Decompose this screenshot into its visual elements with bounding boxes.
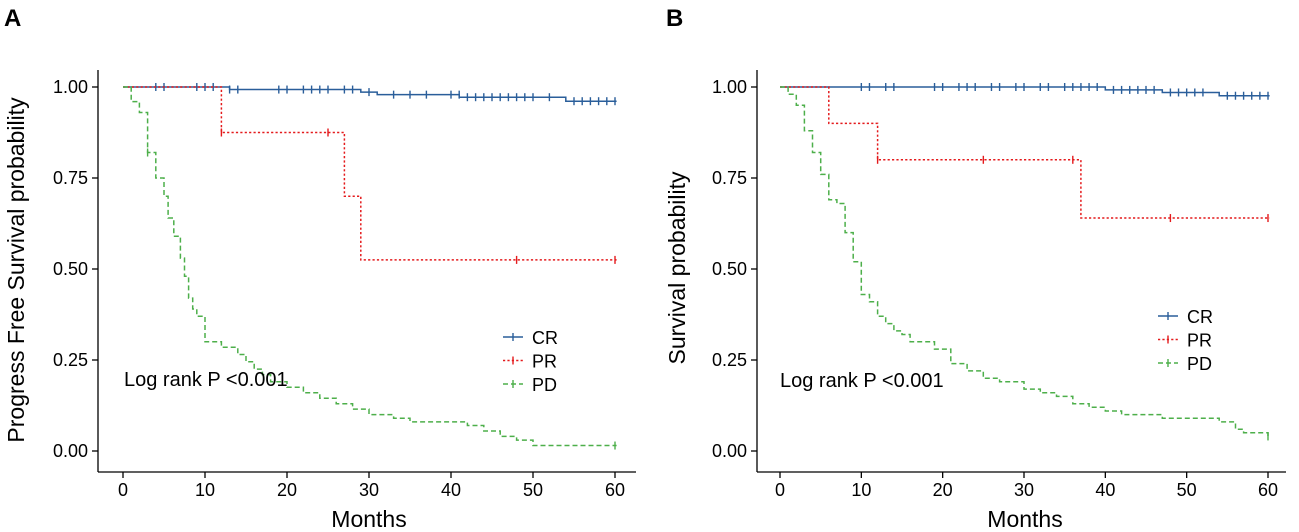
km-curve-pr (123, 86, 617, 261)
y-tick-label: 0.75 (53, 168, 88, 188)
x-tick-label: 20 (933, 480, 953, 500)
y-tick-label: 0.25 (53, 350, 88, 370)
x-tick-label: 30 (1014, 480, 1034, 500)
x-axis-title: Months (331, 506, 406, 532)
y-tick-label: 1.00 (53, 77, 88, 97)
x-tick-label: 50 (523, 480, 543, 500)
x-tick-label: 0 (775, 480, 785, 500)
x-tick-label: 10 (851, 480, 871, 500)
x-tick-label: 20 (277, 480, 297, 500)
legend: CR PR PD (1158, 307, 1213, 374)
km-curve-pd (123, 86, 617, 447)
x-tick-label: 40 (1095, 480, 1115, 500)
y-tick-label: 0.25 (712, 350, 747, 370)
km-curve-pr (780, 86, 1270, 219)
legend-label-pd: PD (532, 375, 557, 395)
log-rank-annotation: Log rank P <0.001 (124, 369, 288, 391)
km-curve-pd (780, 86, 1270, 438)
x-tick-label: 10 (195, 480, 215, 500)
y-tick-label: 0.00 (53, 441, 88, 461)
legend: CR PR PD (503, 328, 558, 395)
x-tick-label: 50 (1177, 480, 1197, 500)
panel-b: B 0 10 20 30 40 50 60 0.00 0.25 0.50 0.75 1.00 Months… (664, 5, 1286, 532)
km-curve-cr (780, 86, 1270, 97)
panel-letter: B (666, 5, 683, 32)
y-tick-label: 0.00 (712, 441, 747, 461)
x-tick-label: 30 (359, 480, 379, 500)
panel-letter: A (4, 5, 21, 32)
x-axis-title: Months (987, 506, 1062, 532)
y-axis-title: Progress Free Survival probability (3, 97, 29, 443)
panel-a: A 0 10 20 30 40 50 60 0.00 0.25 0.50 0.75 1.00 Months… (3, 5, 636, 532)
y-tick-label: 1.00 (712, 77, 747, 97)
legend-label-cr: CR (1187, 307, 1213, 327)
y-tick-label: 0.75 (712, 168, 747, 188)
legend-label-pd: PD (1187, 354, 1212, 374)
log-rank-annotation: Log rank P <0.001 (780, 370, 944, 392)
y-tick-label: 0.50 (53, 259, 88, 279)
x-tick-label: 60 (1258, 480, 1278, 500)
legend-label-cr: CR (532, 328, 558, 348)
x-tick-label: 40 (441, 480, 461, 500)
legend-label-pr: PR (532, 352, 557, 372)
y-axis-title: Survival probability (664, 171, 690, 365)
x-tick-label: 60 (605, 480, 625, 500)
x-tick-label: 0 (118, 480, 128, 500)
legend-label-pr: PR (1187, 331, 1212, 351)
y-tick-label: 0.50 (712, 259, 747, 279)
